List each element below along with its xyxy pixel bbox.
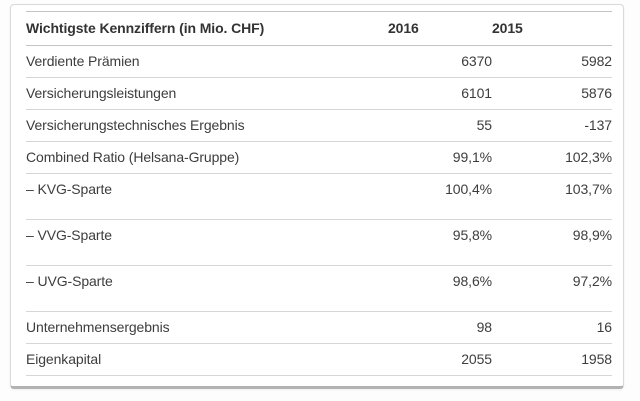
row-label: – KVG-Sparte (26, 181, 112, 197)
value-2015: 16 (596, 319, 612, 335)
row-label: Unternehmensergebnis (26, 319, 170, 335)
table-row: – KVG-Sparte 100,4% 103,7% (26, 174, 612, 220)
table-row: Verdiente Prämien 6370 5982 (26, 46, 612, 78)
column-header-2015: 2015 (492, 20, 523, 36)
value-2016: 95,8% (452, 227, 492, 243)
value-2016: 6101 (461, 85, 492, 101)
row-label: Versicherungstechnisches Ergebnis (26, 117, 245, 133)
value-2016: 99,1% (452, 149, 492, 165)
table-row: Combined Ratio (Helsana-Gruppe) 99,1% 10… (26, 142, 612, 174)
table-row: Eigenkapital 2055 1958 (26, 344, 612, 376)
value-2015: 97,2% (572, 273, 612, 289)
key-figures-table: Wichtigste Kennziffern (in Mio. CHF) 201… (26, 11, 612, 376)
table-row: – VVG-Sparte 95,8% 98,9% (26, 220, 612, 266)
row-label: Versicherungsleistungen (26, 85, 177, 101)
value-2015: 5876 (581, 85, 612, 101)
value-2015: 102,3% (565, 149, 612, 165)
column-header-2016: 2016 (388, 20, 419, 36)
table-title: Wichtigste Kennziffern (in Mio. CHF) (26, 20, 265, 36)
row-label: – VVG-Sparte (26, 227, 112, 243)
value-2015: 5982 (581, 53, 612, 69)
row-label: – UVG-Sparte (26, 273, 113, 289)
value-2015: 1958 (581, 351, 612, 367)
value-2015: -137 (584, 117, 612, 133)
value-2016: 2055 (461, 351, 492, 367)
value-2016: 100,4% (445, 181, 492, 197)
row-label: Eigenkapital (26, 351, 102, 367)
value-2015: 98,9% (572, 227, 612, 243)
value-2016: 98,6% (452, 273, 492, 289)
row-label: Combined Ratio (Helsana-Gruppe) (26, 149, 240, 165)
value-2015: 103,7% (565, 181, 612, 197)
table-row: Versicherungsleistungen 6101 5876 (26, 78, 612, 110)
table-card: Wichtigste Kennziffern (in Mio. CHF) 201… (10, 4, 624, 389)
value-2016: 98 (476, 319, 492, 335)
table-row: – UVG-Sparte 98,6% 97,2% (26, 266, 612, 312)
table-row: Versicherungstechnisches Ergebnis 55 -13… (26, 110, 612, 142)
table-header-row: Wichtigste Kennziffern (in Mio. CHF) 201… (26, 11, 612, 46)
value-2016: 55 (476, 117, 492, 133)
value-2016: 6370 (461, 53, 492, 69)
row-label: Verdiente Prämien (26, 53, 140, 69)
table-row: Unternehmensergebnis 98 16 (26, 312, 612, 344)
